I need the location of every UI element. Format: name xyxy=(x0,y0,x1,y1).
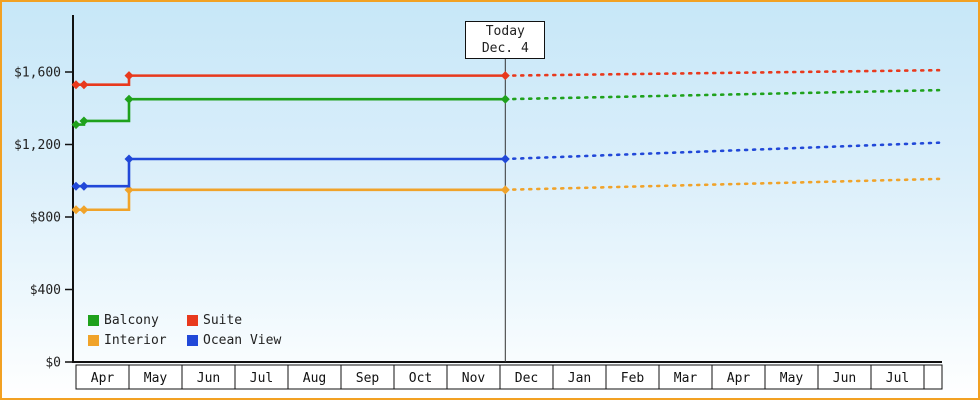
month-cell xyxy=(552,364,607,390)
month-label: Sep xyxy=(356,371,380,386)
legend-label: Balcony xyxy=(104,313,159,328)
price-marker xyxy=(500,185,510,195)
price-line-projected xyxy=(504,68,941,77)
legend-label: Interior xyxy=(104,333,167,348)
price-marker xyxy=(500,154,510,164)
y-tick-label: $1,200 xyxy=(14,138,61,153)
legend-label: Ocean View xyxy=(203,333,282,348)
price-marker xyxy=(124,71,134,81)
interior-swatch-icon xyxy=(88,335,99,346)
price-marker xyxy=(71,80,81,90)
month-cell xyxy=(340,364,395,390)
month-cell xyxy=(499,364,554,390)
price-line-solid xyxy=(76,188,506,212)
price-marker xyxy=(79,80,89,90)
month-cell xyxy=(764,364,819,390)
ocean-view-swatch-icon xyxy=(187,335,198,346)
month-cell xyxy=(605,364,660,390)
price-line-solid xyxy=(76,157,506,188)
month-cell xyxy=(658,364,713,390)
series-interior xyxy=(71,177,941,215)
price-marker xyxy=(79,181,89,191)
month-cell xyxy=(75,364,130,390)
price-marker xyxy=(124,94,134,104)
price-marker xyxy=(71,205,81,215)
month-cell xyxy=(234,364,289,390)
month-cell xyxy=(393,364,448,390)
today-label: Today Dec. 4 xyxy=(465,21,546,59)
price-marker xyxy=(124,185,134,195)
price-line-projected xyxy=(504,177,941,192)
price-marker xyxy=(71,120,81,130)
legend-item-balcony: Balcony xyxy=(88,313,187,328)
price-line-projected xyxy=(504,141,941,161)
month-label: Mar xyxy=(674,371,698,386)
price-marker xyxy=(79,205,89,215)
month-label: Jul xyxy=(250,371,273,386)
month-label: Dec xyxy=(515,371,538,386)
month-label: May xyxy=(144,371,168,386)
month-cell xyxy=(923,364,943,390)
series-suite xyxy=(71,68,941,90)
price-line-solid xyxy=(76,97,506,126)
price-marker xyxy=(500,94,510,104)
price-marker xyxy=(71,181,81,191)
month-label: Jun xyxy=(197,371,220,386)
series-ocean-view xyxy=(71,141,941,191)
price-line-solid xyxy=(76,74,506,86)
legend: Balcony Suite Interior Ocean View xyxy=(88,313,281,348)
legend-item-ocean-view: Ocean View xyxy=(187,333,281,348)
month-label: Jun xyxy=(833,371,856,386)
series-balcony xyxy=(71,88,941,130)
suite-swatch-icon xyxy=(187,315,198,326)
today-label-line2: Dec. 4 xyxy=(481,41,529,56)
price-line-projected xyxy=(504,88,941,101)
y-tick-label: $1,600 xyxy=(14,66,61,81)
month-cell xyxy=(181,364,236,390)
month-cell xyxy=(446,364,501,390)
month-label: Jul xyxy=(886,371,909,386)
month-label: Apr xyxy=(727,371,751,386)
price-marker xyxy=(79,116,89,126)
today-label-line1: Today xyxy=(485,24,525,39)
month-label: Feb xyxy=(621,371,645,386)
month-label: Nov xyxy=(462,371,486,386)
month-label: Jan xyxy=(568,371,591,386)
legend-item-interior: Interior xyxy=(88,333,187,348)
legend-item-suite: Suite xyxy=(187,313,281,328)
month-cell xyxy=(711,364,766,390)
y-tick-label: $800 xyxy=(30,211,61,226)
month-label: Oct xyxy=(409,371,432,386)
price-marker xyxy=(500,71,510,81)
balcony-swatch-icon xyxy=(88,315,99,326)
month-label: Apr xyxy=(91,371,115,386)
legend-label: Suite xyxy=(203,313,243,328)
month-label: May xyxy=(780,371,804,386)
price-marker xyxy=(124,154,134,164)
month-label: Aug xyxy=(303,371,326,386)
y-tick-label: $400 xyxy=(30,283,61,298)
y-tick-label: $0 xyxy=(45,356,61,371)
